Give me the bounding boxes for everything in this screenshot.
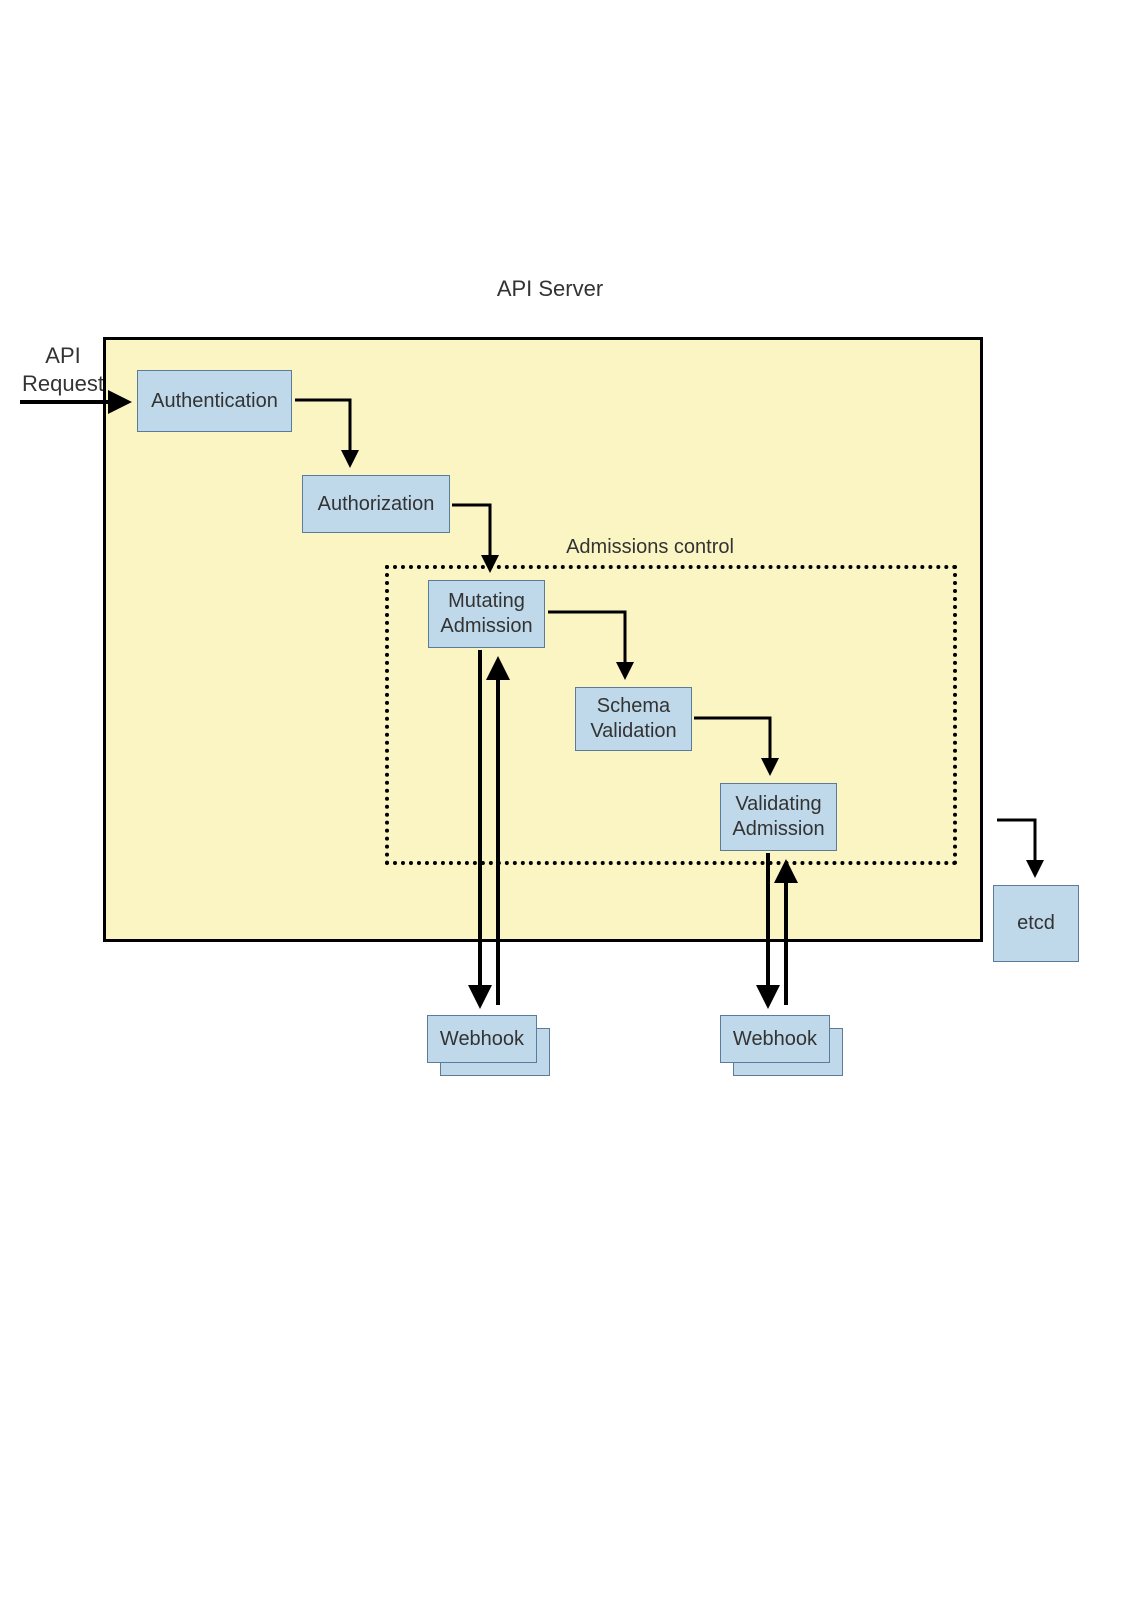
validating-admission-label: Validating Admission	[732, 792, 824, 842]
validating-admission-node: Validating Admission	[720, 783, 837, 851]
arrow-validating-to-etcd	[997, 820, 1035, 875]
authentication-label: Authentication	[151, 389, 278, 414]
authorization-node: Authorization	[302, 475, 450, 533]
authorization-label: Authorization	[318, 492, 435, 517]
etcd-node: etcd	[993, 885, 1079, 962]
authentication-node: Authentication	[137, 370, 292, 432]
etcd-label: etcd	[1017, 911, 1055, 936]
schema-validation-node: Schema Validation	[575, 687, 692, 751]
schema-validation-label: Schema Validation	[590, 694, 676, 744]
mutating-admission-node: Mutating Admission	[428, 580, 545, 648]
mutating-admission-label: Mutating Admission	[440, 589, 532, 639]
admissions-control-label: Admissions control	[540, 536, 760, 559]
webhook2-node: Webhook	[720, 1015, 830, 1063]
diagram-canvas: API Server API Request Admissions contro…	[0, 0, 1143, 1600]
webhook2-label: Webhook	[733, 1027, 817, 1052]
api-request-label: API Request	[18, 342, 108, 397]
webhook1-node: Webhook	[427, 1015, 537, 1063]
diagram-title: API Server	[450, 276, 650, 302]
webhook1-label: Webhook	[440, 1027, 524, 1052]
